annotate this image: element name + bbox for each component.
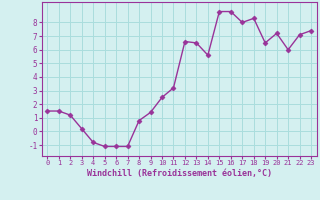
X-axis label: Windchill (Refroidissement éolien,°C): Windchill (Refroidissement éolien,°C) xyxy=(87,169,272,178)
